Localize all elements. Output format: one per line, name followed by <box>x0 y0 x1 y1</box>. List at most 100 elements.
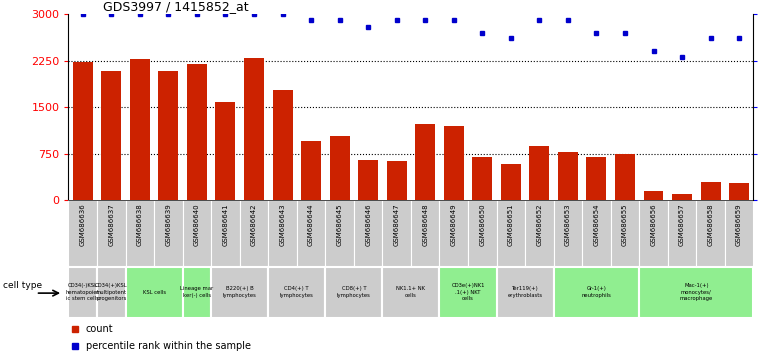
Bar <box>240 200 268 266</box>
Bar <box>97 267 126 318</box>
Bar <box>73 62 93 200</box>
Bar <box>326 200 354 266</box>
Bar <box>558 152 578 200</box>
Text: GSM686650: GSM686650 <box>479 203 486 246</box>
Bar <box>268 200 297 266</box>
Bar <box>211 267 268 318</box>
Text: GSM686638: GSM686638 <box>137 203 143 246</box>
Bar <box>587 156 607 200</box>
Bar <box>126 200 154 266</box>
Bar <box>615 154 635 200</box>
Bar <box>68 200 97 266</box>
Text: CD34(-)KSL
hematopoiet
ic stem cells: CD34(-)KSL hematopoiet ic stem cells <box>66 283 100 301</box>
Text: Lineage mar
ker(-) cells: Lineage mar ker(-) cells <box>180 286 214 298</box>
Bar <box>187 64 207 200</box>
Bar <box>68 267 97 318</box>
Text: CD4(+) T
lymphocytes: CD4(+) T lymphocytes <box>280 286 314 298</box>
Bar <box>382 200 411 266</box>
Text: CD34(+)KSL
multipotent
progenitors: CD34(+)KSL multipotent progenitors <box>95 283 128 301</box>
Bar <box>330 136 349 200</box>
Bar <box>440 267 496 318</box>
Bar <box>553 267 639 318</box>
Bar <box>440 200 468 266</box>
Text: GSM686653: GSM686653 <box>565 203 571 246</box>
Bar <box>582 200 610 266</box>
Bar <box>272 90 292 200</box>
Text: GSM686644: GSM686644 <box>308 203 314 246</box>
Bar <box>301 141 321 200</box>
Bar <box>268 267 325 318</box>
Bar <box>497 200 525 266</box>
Bar <box>501 164 521 200</box>
Text: GSM686658: GSM686658 <box>708 203 714 246</box>
Text: GSM686642: GSM686642 <box>251 203 257 246</box>
Text: GSM686655: GSM686655 <box>622 203 628 246</box>
Text: GSM686637: GSM686637 <box>108 203 114 246</box>
Text: GSM686643: GSM686643 <box>279 203 285 246</box>
Bar <box>639 200 668 266</box>
Bar <box>729 183 749 200</box>
Bar <box>297 200 326 266</box>
Text: GSM686641: GSM686641 <box>222 203 228 246</box>
Bar <box>382 267 439 318</box>
Text: cell type: cell type <box>4 281 43 290</box>
Bar <box>497 267 554 318</box>
Bar <box>610 200 639 266</box>
Bar <box>553 200 582 266</box>
Bar <box>183 267 211 318</box>
Bar <box>183 200 211 266</box>
Bar <box>473 156 492 200</box>
Bar <box>668 200 696 266</box>
Bar <box>158 71 178 200</box>
Text: GSM686647: GSM686647 <box>393 203 400 246</box>
Bar <box>101 71 121 200</box>
Bar <box>130 59 150 200</box>
Text: GSM686636: GSM686636 <box>80 203 86 246</box>
Bar <box>326 267 382 318</box>
Text: GSM686648: GSM686648 <box>422 203 428 246</box>
Bar <box>354 200 383 266</box>
Text: GSM686659: GSM686659 <box>736 203 742 246</box>
Bar <box>416 125 435 200</box>
Text: GSM686639: GSM686639 <box>165 203 171 246</box>
Bar <box>387 161 406 200</box>
Text: GSM686656: GSM686656 <box>651 203 657 246</box>
Bar <box>126 267 183 318</box>
Bar <box>672 194 692 200</box>
Bar <box>444 126 463 200</box>
Bar <box>97 200 126 266</box>
Bar <box>724 200 753 266</box>
Text: GSM686652: GSM686652 <box>537 203 543 246</box>
Bar <box>525 200 553 266</box>
Text: GSM686649: GSM686649 <box>451 203 457 246</box>
Bar <box>639 267 753 318</box>
Bar <box>211 200 240 266</box>
Bar <box>701 182 721 200</box>
Bar <box>530 146 549 200</box>
Text: GSM686646: GSM686646 <box>365 203 371 246</box>
Text: B220(+) B
lymphocytes: B220(+) B lymphocytes <box>223 286 256 298</box>
Text: CD3e(+)NK1
.1(+) NKT
cells: CD3e(+)NK1 .1(+) NKT cells <box>451 283 485 301</box>
Text: GSM686645: GSM686645 <box>336 203 342 246</box>
Bar <box>644 191 664 200</box>
Text: percentile rank within the sample: percentile rank within the sample <box>85 341 250 351</box>
Bar <box>154 200 183 266</box>
Bar <box>244 58 264 200</box>
Text: GSM686654: GSM686654 <box>594 203 600 246</box>
Text: Ter119(+)
erythroblasts: Ter119(+) erythroblasts <box>508 286 543 298</box>
Text: GSM686640: GSM686640 <box>194 203 200 246</box>
Bar <box>696 200 724 266</box>
Text: NK1.1+ NK
cells: NK1.1+ NK cells <box>396 286 425 298</box>
Bar <box>468 200 497 266</box>
Text: GSM686651: GSM686651 <box>508 203 514 246</box>
Bar <box>411 200 440 266</box>
Text: count: count <box>85 324 113 333</box>
Text: KSL cells: KSL cells <box>142 290 166 295</box>
Text: GSM686657: GSM686657 <box>679 203 685 246</box>
Text: CD8(+) T
lymphocytes: CD8(+) T lymphocytes <box>337 286 371 298</box>
Text: Gr-1(+)
neutrophils: Gr-1(+) neutrophils <box>581 286 611 298</box>
Text: GDS3997 / 1415852_at: GDS3997 / 1415852_at <box>103 0 248 13</box>
Bar <box>358 160 378 200</box>
Text: Mac-1(+)
monocytes/
macrophage: Mac-1(+) monocytes/ macrophage <box>680 283 713 301</box>
Bar <box>215 102 235 200</box>
